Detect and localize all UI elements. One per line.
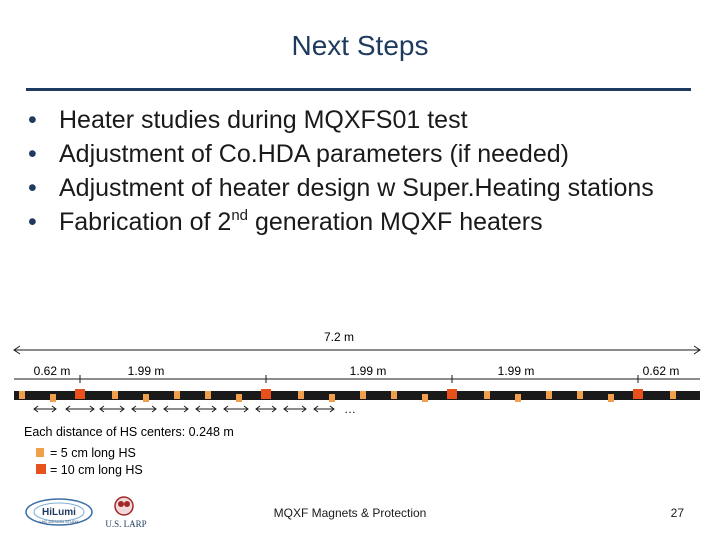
heating-station-5cm	[50, 394, 56, 402]
svg-text:U.S. LARP: U.S. LARP	[105, 519, 146, 529]
heating-station-10cm	[447, 389, 457, 399]
legend-label-10cm: = 10 cm long HS	[50, 463, 143, 477]
heating-station-5cm	[112, 391, 118, 399]
heating-station-10cm	[261, 389, 271, 399]
heating-station-5cm	[205, 391, 211, 399]
heating-station-5cm	[298, 391, 304, 399]
heating-station-5cm	[174, 391, 180, 399]
footer-text: MQXF Magnets & Protection	[273, 506, 427, 520]
heating-station-5cm	[391, 391, 397, 399]
heating-station-5cm	[484, 391, 490, 399]
svg-text:LHC DESIGN STUDY: LHC DESIGN STUDY	[39, 519, 78, 524]
heating-station-5cm	[515, 394, 521, 402]
bullet-text-post: generation MQXF heaters	[248, 208, 543, 236]
heating-station-5cm	[670, 391, 676, 399]
ellipsis: …	[344, 402, 356, 416]
heating-station-5cm	[329, 394, 335, 402]
title-divider	[26, 88, 691, 91]
hs-spacing-arrows	[33, 405, 335, 413]
segment-label: 1.99 m	[128, 364, 165, 378]
segment-label: 0.62 m	[643, 364, 680, 378]
slide-title: Next Steps	[291, 30, 429, 61]
heating-station-5cm	[19, 391, 25, 399]
heating-station-5cm	[546, 391, 552, 399]
heating-station-10cm	[75, 389, 85, 399]
hs-distance-note: Each distance of HS centers: 0.248 m	[24, 425, 234, 439]
heater-strip	[14, 391, 700, 400]
bullet-item: Adjustment of heater design w Super.Heat…	[28, 171, 708, 205]
segment-label: 1.99 m	[350, 364, 387, 378]
bullet-text: Heater studies during MQXFS01 test	[59, 106, 468, 134]
bullet-list: Heater studies during MQXFS01 test Adjus…	[28, 103, 708, 239]
bullet-text-pre: Fabrication of 2	[59, 208, 232, 236]
svg-text:HiLumi: HiLumi	[42, 507, 76, 518]
legend-label-5cm: = 5 cm long HS	[50, 446, 136, 460]
heating-station-5cm	[608, 394, 614, 402]
bullet-text: Adjustment of Co.HDA parameters (if need…	[59, 140, 569, 168]
heater-layout-diagram: 7.2 m 0.62 m 1.99 m 1.99 m 1.99 m 0.62 m…	[13, 330, 701, 477]
total-length-label: 7.2 m	[324, 330, 354, 344]
heating-station-5cm	[143, 394, 149, 402]
heating-station-5cm	[577, 391, 583, 399]
heating-station-5cm	[360, 391, 366, 399]
bullet-superscript: nd	[231, 207, 249, 224]
bullet-item: Fabrication of 2nd generation MQXF heate…	[28, 205, 708, 239]
arrowhead-left-icon	[13, 345, 21, 355]
legend-swatch-5cm	[36, 448, 44, 457]
heating-stations	[19, 389, 676, 402]
heating-station-5cm	[236, 394, 242, 402]
heating-station-10cm	[633, 389, 643, 399]
page-number: 27	[670, 506, 684, 520]
hilumi-logo: HiLumi LHC DESIGN STUDY	[25, 498, 93, 526]
arrowhead-right-icon	[693, 345, 701, 355]
legend-swatch-10cm	[36, 464, 46, 474]
bullet-item: Adjustment of Co.HDA parameters (if need…	[28, 137, 708, 171]
bullet-text: Adjustment of heater design w Super.Heat…	[59, 174, 654, 202]
bullet-item: Heater studies during MQXFS01 test	[28, 103, 708, 137]
us-larp-logo: U.S. LARP	[105, 496, 147, 529]
heating-station-5cm	[422, 394, 428, 402]
segment-dividers	[79, 375, 639, 383]
segment-label: 1.99 m	[498, 364, 535, 378]
segment-label: 0.62 m	[34, 364, 71, 378]
